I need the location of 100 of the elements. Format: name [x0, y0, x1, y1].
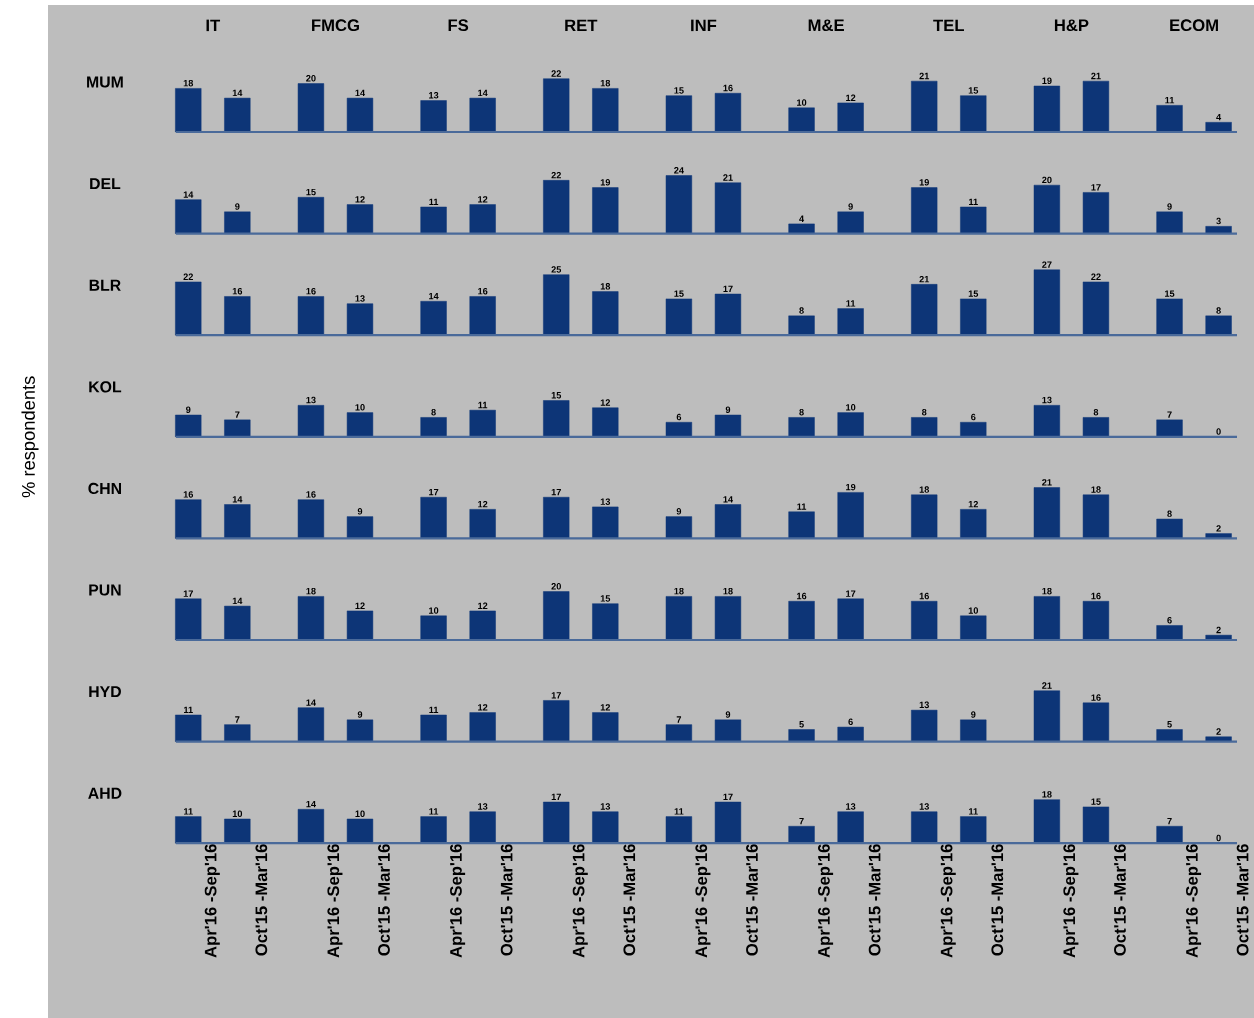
bar: [346, 97, 374, 133]
chart-title: MUM: [87, 76, 123, 88]
data-label: 12: [355, 602, 365, 609]
data-label: 14: [478, 89, 488, 97]
x-tick-label: M&E: [808, 19, 844, 32]
bar: [420, 206, 447, 234]
data-label: 11: [969, 808, 978, 815]
data-label: 16: [797, 592, 807, 600]
bar: [469, 811, 496, 844]
data-label: 16: [183, 491, 194, 498]
data-label: 2: [1216, 728, 1221, 735]
data-label: 8: [431, 408, 436, 416]
text: Oct'15 -Mar'16: [255, 844, 268, 956]
bar: [592, 811, 619, 844]
bar: [1205, 315, 1232, 336]
bar: [665, 596, 693, 641]
bar: [788, 601, 815, 641]
bar: [1082, 806, 1110, 844]
data-label: 2: [1216, 525, 1221, 532]
bar: [1033, 405, 1061, 438]
text: Oct'15 -Mar'16: [378, 844, 390, 956]
bar: [592, 88, 619, 133]
bar: [788, 826, 815, 844]
chart-title: DEL: [90, 178, 121, 190]
bar: [665, 816, 693, 844]
bar: [788, 417, 815, 438]
data-label: 17: [1091, 184, 1101, 191]
bar: [960, 509, 987, 539]
bar: [420, 615, 447, 641]
data-label: 21: [1042, 479, 1052, 486]
bar: [665, 298, 693, 336]
x-tick-label: RET: [565, 19, 598, 32]
x-tick-label: IT: [206, 19, 221, 32]
data-label: 11: [184, 808, 193, 815]
chart-title: PUN: [89, 584, 121, 596]
data-label: 10: [429, 607, 439, 614]
bar: [592, 603, 619, 641]
bar: [543, 78, 570, 133]
data-label: 4: [799, 215, 805, 222]
data-label: 4: [1216, 114, 1222, 121]
bar: [175, 816, 202, 844]
bar: [960, 206, 987, 234]
bar: [1082, 702, 1110, 742]
data-label: 9: [186, 406, 191, 413]
bar: [1156, 826, 1183, 844]
bar: [1033, 184, 1061, 234]
bar: [543, 180, 570, 234]
data-label: 17: [183, 590, 193, 597]
bar: [788, 511, 815, 539]
data-label: 13: [1042, 396, 1052, 404]
data-label: 17: [551, 692, 561, 699]
bar: [665, 516, 693, 539]
data-label: 21: [723, 174, 733, 181]
bar: [543, 400, 570, 438]
bar: [1082, 80, 1110, 133]
bar: [665, 95, 693, 133]
data-label: 16: [232, 287, 243, 295]
data-label: 7: [799, 817, 804, 825]
bar: [297, 197, 325, 234]
bar: [543, 700, 570, 742]
data-label: 14: [723, 496, 734, 503]
data-label: 11: [1165, 97, 1175, 104]
bar: [837, 492, 864, 539]
bar: [1033, 799, 1061, 844]
data-label: 7: [235, 411, 240, 418]
data-label: 24: [674, 167, 684, 174]
bar: [175, 199, 202, 234]
bar: [1033, 269, 1061, 336]
text: Oct'15 -Mar'16: [1236, 844, 1249, 956]
bar: [714, 182, 742, 234]
bar: [469, 97, 496, 133]
data-label: 25: [551, 266, 562, 273]
data-label: 13: [306, 396, 316, 404]
bar: [1082, 281, 1110, 336]
bar: [543, 591, 570, 641]
data-label: 12: [478, 602, 488, 609]
data-label: 5: [1167, 721, 1172, 728]
bar: [224, 504, 251, 539]
bar: [837, 211, 864, 234]
bar: [1033, 85, 1061, 133]
bar: [1156, 729, 1183, 742]
bar: [175, 499, 202, 539]
data-label: 17: [551, 793, 561, 801]
bar: [297, 809, 325, 844]
bar: [788, 107, 815, 133]
data-label: 18: [600, 283, 611, 290]
bar: [960, 298, 987, 336]
data-label: 19: [600, 179, 611, 186]
data-label: 13: [919, 803, 929, 810]
data-label: 12: [600, 704, 611, 711]
data-label: 17: [723, 285, 733, 293]
data-label: 11: [184, 706, 193, 713]
text: Apr'16 -Sep'16: [940, 844, 956, 958]
bar: [837, 102, 864, 133]
bar: [960, 95, 987, 133]
text: Oct'15 -Mar'16: [868, 844, 881, 956]
data-label: 9: [725, 711, 731, 718]
data-label: 13: [478, 803, 488, 810]
bar: [346, 719, 374, 742]
bar: [420, 816, 447, 844]
